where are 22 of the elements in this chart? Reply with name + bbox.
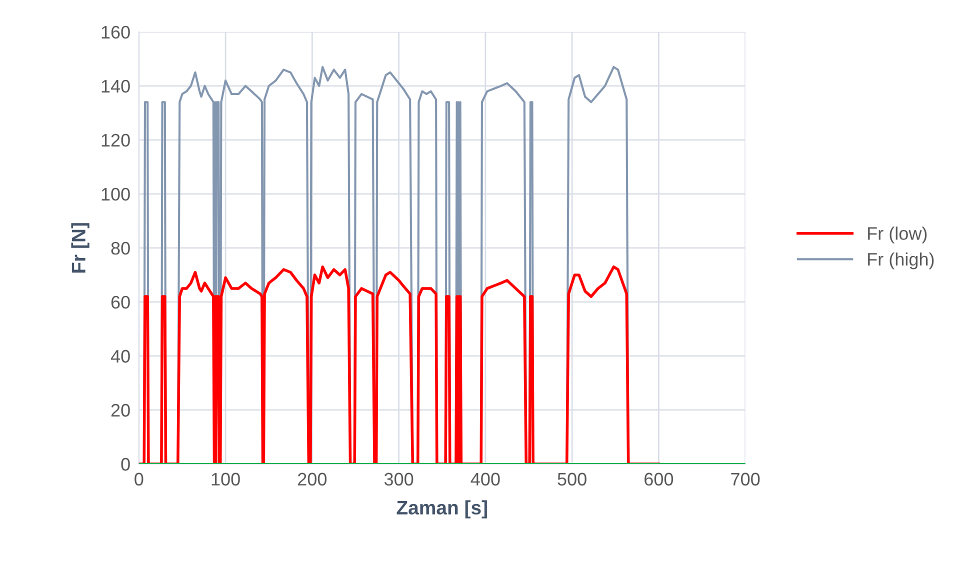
y-tick-label: 20: [111, 404, 130, 417]
y-tick-label: 160: [102, 26, 130, 39]
x-tick-label: 200: [298, 472, 327, 486]
x-tick-label: 100: [212, 472, 240, 486]
line-series: [138, 265, 660, 464]
x-tick-label: 400: [470, 472, 500, 486]
y-tick-label: 120: [102, 134, 130, 147]
y-tick-label: 140: [102, 80, 130, 93]
x-tick-label: 700: [731, 472, 760, 486]
x-axis-title: Zaman [s]: [396, 500, 487, 518]
x-tick-label: 500: [558, 472, 586, 486]
x-tick-label: 0: [134, 472, 144, 486]
x-tick-label: 600: [644, 472, 674, 486]
y-tick-label: 80: [111, 242, 130, 255]
x-tick-label: 300: [384, 472, 414, 486]
y-tick-label: 60: [111, 296, 130, 309]
y-tick-label: 100: [102, 188, 130, 201]
y-axis-title: Fr [N]: [71, 223, 90, 273]
y-tick-label: 0: [121, 458, 130, 471]
legend-label: Fr (high): [868, 252, 934, 270]
legend-label: Fr (low): [868, 226, 927, 244]
y-tick-label: 40: [110, 350, 130, 363]
